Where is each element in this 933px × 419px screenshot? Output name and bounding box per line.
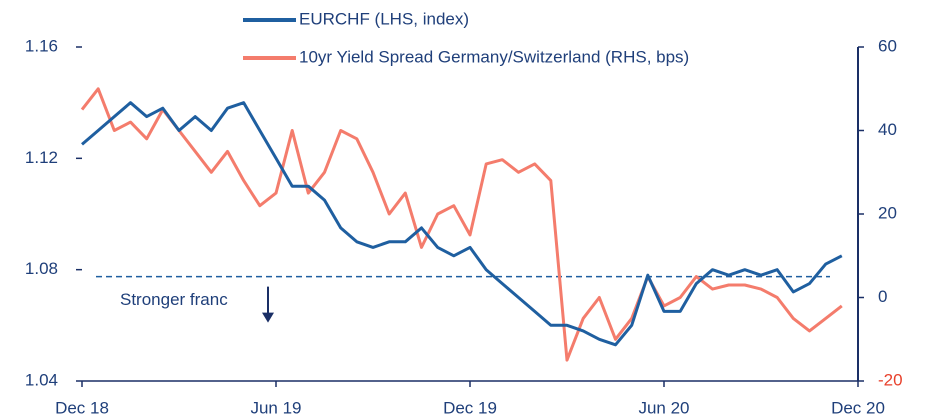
y-tick-label: 1.16 [25, 36, 58, 55]
x-tick-label: Dec 19 [443, 398, 497, 417]
series-line [80, 87, 843, 362]
legend-label: 10yr Yield Spread Germany/Switzerland (R… [299, 47, 689, 66]
y2-tick-label: 20 [878, 203, 897, 222]
series-line [81, 101, 843, 347]
y-tick-label: 1.08 [25, 259, 58, 278]
y2-tick-label: 40 [878, 120, 897, 139]
y-tick-label: 1.12 [25, 148, 58, 167]
annotation-text: Stronger franc [120, 290, 228, 309]
arrow-head [262, 312, 274, 323]
y2-tick-label: -20 [878, 370, 903, 389]
y2-tick-label: 0 [878, 287, 887, 306]
y-tick-label: 1.04 [25, 370, 58, 389]
legend-label: EURCHF (LHS, index) [299, 9, 469, 28]
x-tick-label: Jun 19 [250, 398, 301, 417]
x-tick-label: Dec 18 [55, 398, 109, 417]
y2-tick-label: 60 [878, 36, 897, 55]
x-tick-label: Jun 20 [638, 398, 689, 417]
x-tick-label: Dec 20 [831, 398, 885, 417]
